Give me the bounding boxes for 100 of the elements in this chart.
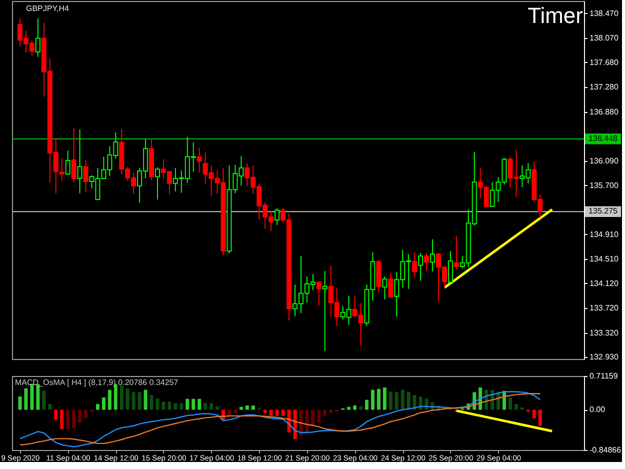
y-tick-label: 134.510 [590, 254, 619, 264]
y-tick-label: 134.120 [590, 278, 619, 288]
bar [180, 403, 184, 410]
y-tick-label: 133.320 [590, 328, 619, 338]
bar [78, 410, 82, 424]
bar [532, 410, 536, 418]
bar [108, 390, 112, 410]
bar [174, 403, 178, 410]
bar [156, 398, 160, 410]
candlestick [418, 252, 424, 282]
y-tick-label: 0.71159 [590, 372, 618, 380]
bar [210, 403, 214, 410]
bar [251, 405, 255, 410]
bar [305, 410, 309, 433]
bar [514, 404, 518, 410]
bar [293, 410, 297, 440]
bar [281, 410, 285, 416]
bar [60, 410, 64, 430]
candlestick [430, 238, 436, 272]
y-tick-label: 137.680 [590, 58, 619, 67]
candlestick [35, 18, 40, 58]
candlestick [412, 252, 418, 278]
candlestick [71, 128, 76, 184]
bar [275, 410, 279, 416]
bar [317, 410, 321, 423]
bar [204, 403, 208, 410]
y-tick-label: 137.280 [590, 82, 619, 92]
bar [138, 392, 142, 410]
bar [538, 410, 542, 426]
bar [132, 392, 136, 410]
y-tick-label: 0.00 [590, 405, 606, 414]
bar [120, 386, 124, 410]
candlestick [322, 270, 328, 352]
bar [400, 390, 404, 410]
annotation: Timer [528, 3, 583, 28]
candlestick [454, 235, 459, 270]
bar [72, 410, 76, 428]
y-tick-label: 133.720 [590, 304, 619, 313]
candlestick [155, 166, 160, 200]
bar [192, 398, 196, 410]
bar [329, 410, 333, 414]
bar [245, 405, 249, 410]
bar [365, 400, 369, 410]
bar [102, 397, 106, 410]
candlestick [65, 150, 70, 176]
bar [162, 402, 166, 410]
y-tick-label: 135.700 [590, 180, 619, 190]
bar [299, 410, 303, 436]
bar [311, 410, 315, 426]
bar [18, 396, 22, 410]
candlestick [448, 250, 453, 284]
chart-title: MACD_OsMA [ H4 ] (8,17,9) 0.20786 0.34257 [15, 378, 179, 387]
bar [508, 397, 512, 410]
y-tick-label: 138.470 [590, 8, 619, 18]
bar [168, 402, 172, 410]
bar [24, 388, 28, 410]
bar [412, 395, 416, 410]
candlestick [83, 159, 88, 192]
bar [216, 406, 220, 410]
bar [269, 410, 273, 416]
bar [96, 404, 100, 410]
y-tick-label: 134.910 [590, 230, 619, 239]
bar [370, 390, 374, 410]
bar [233, 410, 237, 414]
candlestick [196, 146, 202, 173]
bar [114, 384, 118, 410]
bar [394, 392, 398, 410]
bar [359, 406, 363, 410]
bar [353, 405, 357, 410]
candlestick [382, 276, 388, 300]
candlestick [274, 208, 280, 226]
y-tick-label: 132.930 [590, 352, 619, 362]
candlestick [316, 280, 322, 306]
bar [54, 410, 58, 420]
y-tick-label: -0.84866 [590, 446, 622, 454]
bar [84, 410, 88, 418]
y-tick-label: 136.880 [590, 108, 619, 117]
candlestick [424, 253, 430, 272]
candlestick [77, 128, 82, 194]
ref-line-label: 135.275 [588, 206, 618, 216]
bar [263, 410, 267, 414]
bar [382, 387, 386, 410]
bar [323, 410, 327, 416]
bar [48, 404, 52, 410]
y-tick-label: 136.090 [590, 156, 619, 166]
candlestick [388, 272, 394, 298]
chart-title: GBPJPY,H4 [26, 4, 70, 13]
ref-line-label: 136.448 [588, 134, 618, 143]
bar [186, 398, 190, 410]
bar [42, 390, 46, 410]
y-tick-label: 138.070 [590, 34, 619, 43]
bar [418, 396, 422, 410]
bar [66, 410, 70, 430]
bar [198, 398, 202, 410]
bar [388, 392, 392, 410]
bar [144, 390, 148, 410]
bar [227, 410, 231, 416]
bar [376, 388, 380, 410]
bar [406, 392, 410, 410]
bar [150, 395, 154, 410]
